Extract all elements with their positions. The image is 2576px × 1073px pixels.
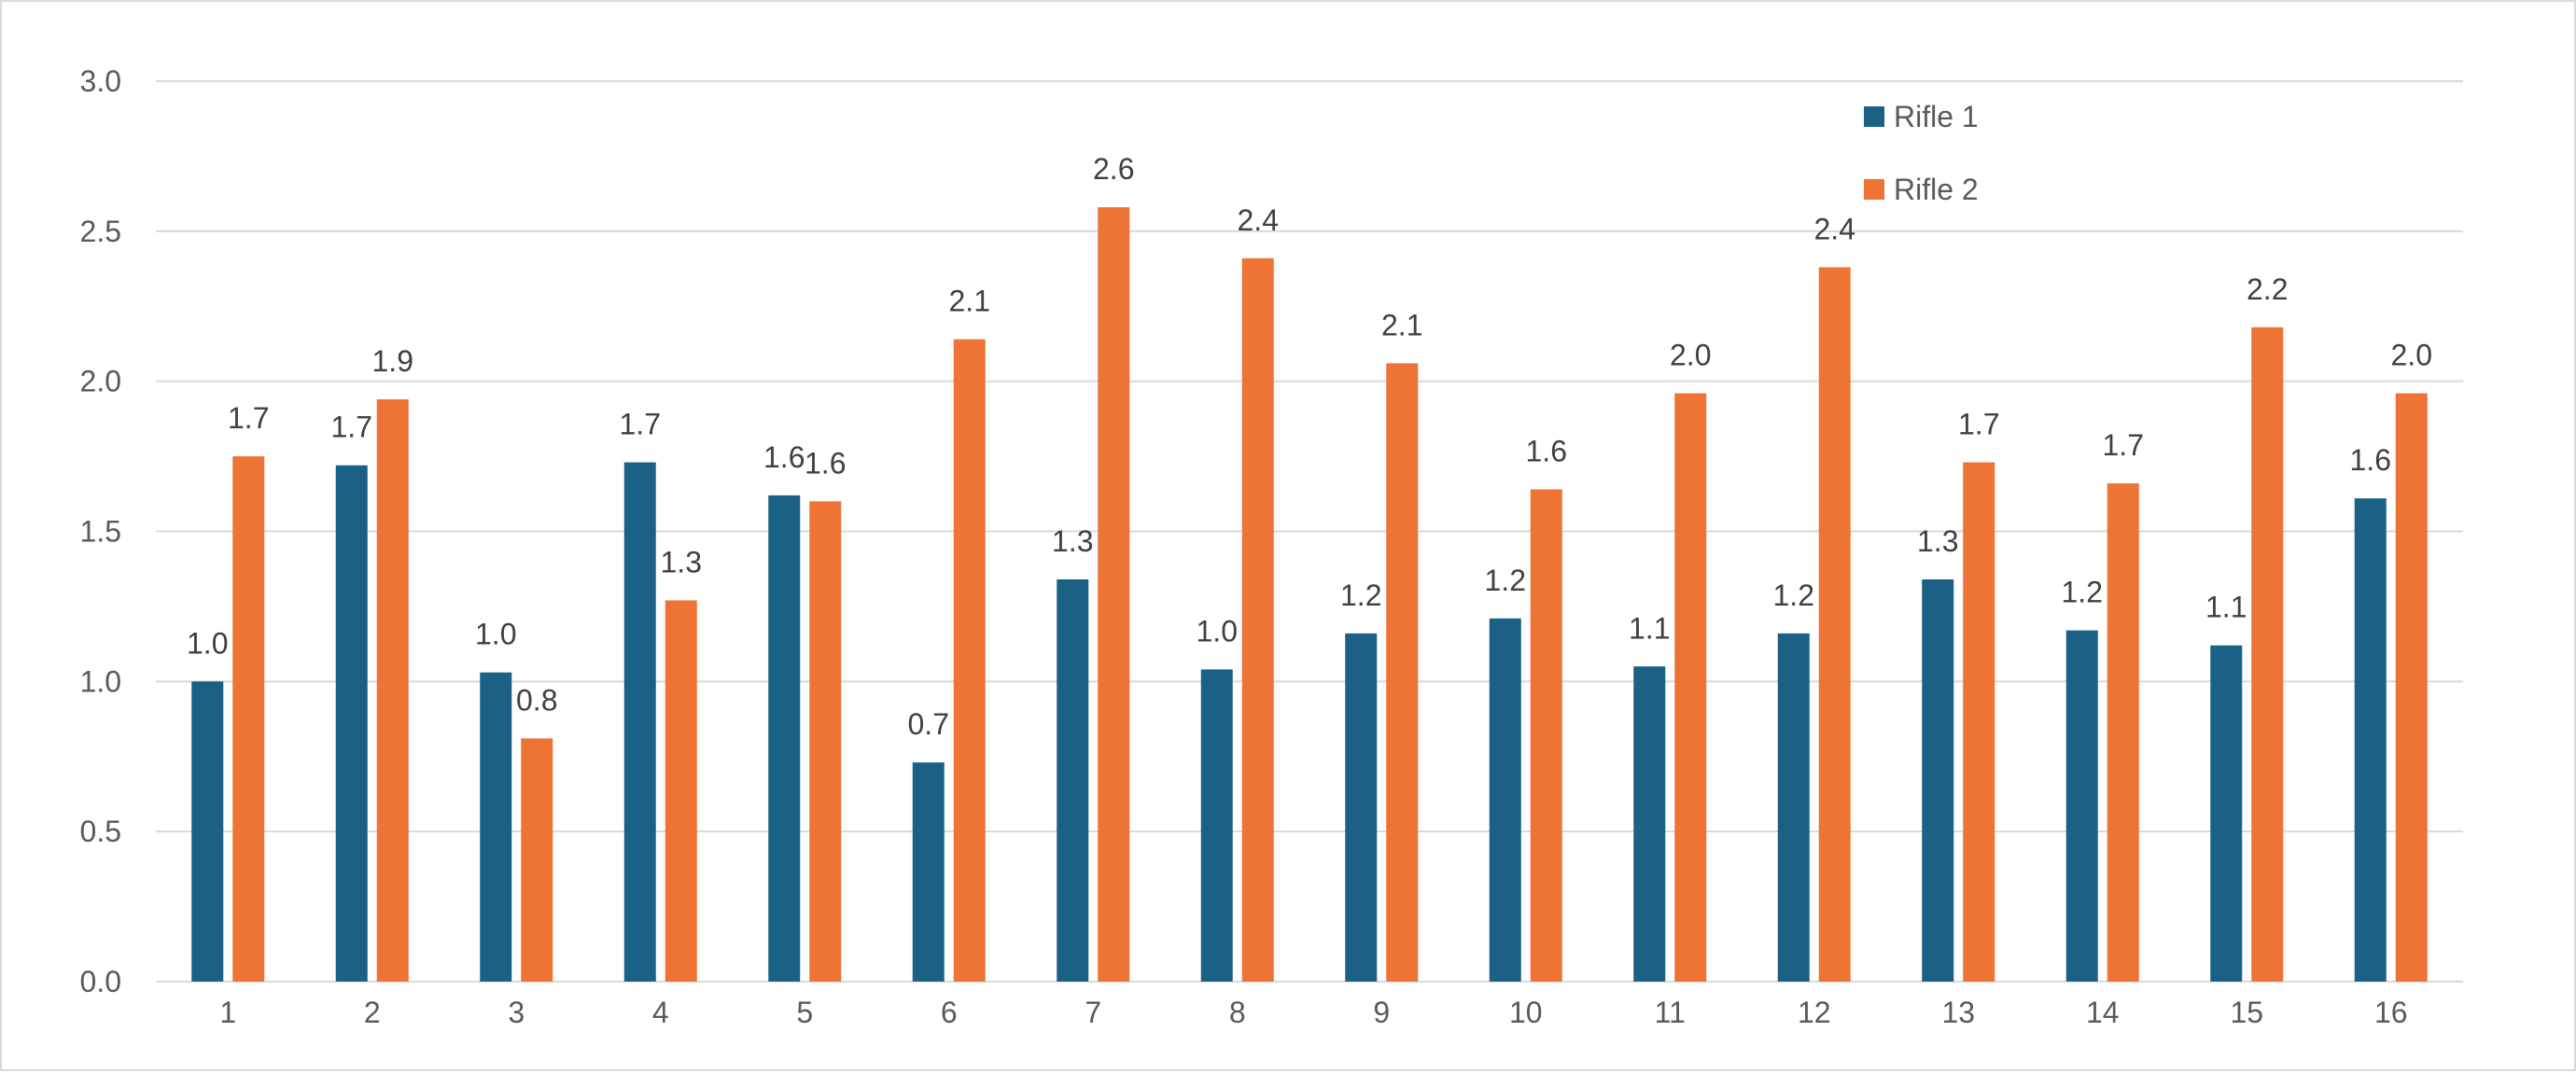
y-tick-label: 1.0 bbox=[80, 664, 121, 698]
bar-rifle-2 bbox=[1386, 363, 1419, 982]
data-label: 1.6 bbox=[763, 440, 805, 474]
data-label: 2.2 bbox=[2247, 272, 2288, 306]
bar-rifle-2 bbox=[1963, 462, 1995, 982]
x-tick-label: 10 bbox=[1509, 996, 1543, 1029]
data-label: 0.7 bbox=[908, 707, 949, 741]
x-tick-label: 5 bbox=[796, 996, 813, 1029]
bar-rifle-2 bbox=[521, 738, 553, 982]
bar-rifle-2 bbox=[809, 501, 842, 982]
bar-rifle-2 bbox=[1530, 489, 1562, 982]
bar-rifle-2 bbox=[1098, 207, 1130, 982]
x-tick-label: 1 bbox=[219, 996, 236, 1029]
data-label: 1.6 bbox=[1526, 434, 1567, 467]
data-label: 1.2 bbox=[2062, 576, 2103, 609]
legend-label: Rifle 2 bbox=[1894, 173, 1979, 206]
bar-rifle-2 bbox=[2107, 483, 2139, 982]
data-label: 1.7 bbox=[1958, 408, 1999, 441]
bar-rifle-1 bbox=[2065, 630, 2098, 982]
data-label: 1.7 bbox=[620, 408, 661, 441]
data-label: 1.3 bbox=[1917, 524, 1958, 558]
data-label: 1.0 bbox=[1197, 614, 1238, 648]
x-tick-label: 11 bbox=[1655, 996, 1686, 1029]
bar-rifle-2 bbox=[232, 456, 265, 982]
bar-rifle-1 bbox=[1633, 666, 1666, 982]
data-label: 2.0 bbox=[2391, 339, 2432, 372]
y-tick-label: 2.0 bbox=[80, 365, 121, 398]
bar-rifle-2 bbox=[376, 398, 409, 982]
bar-rifle-1 bbox=[768, 495, 801, 982]
data-label: 1.3 bbox=[661, 545, 702, 578]
data-label: 1.0 bbox=[475, 618, 516, 651]
data-label: 2.1 bbox=[1381, 308, 1422, 341]
x-tick-label: 3 bbox=[508, 996, 525, 1029]
bar-rifle-1 bbox=[623, 462, 656, 982]
legend-label: Rifle 1 bbox=[1894, 100, 1979, 133]
x-tick-label: 15 bbox=[2230, 996, 2263, 1029]
data-label: 1.1 bbox=[1629, 611, 1670, 645]
bar-rifle-1 bbox=[191, 681, 224, 982]
bar-rifle-2 bbox=[2251, 327, 2284, 982]
bar-rifle-1 bbox=[1922, 578, 1954, 982]
data-label: 1.9 bbox=[372, 344, 413, 378]
y-tick-label: 3.0 bbox=[80, 64, 121, 98]
data-label: 1.7 bbox=[228, 401, 269, 435]
data-label: 1.2 bbox=[1773, 578, 1814, 612]
bar-rifle-1 bbox=[480, 672, 512, 982]
data-label: 1.7 bbox=[2103, 428, 2144, 462]
y-tick-label: 2.5 bbox=[80, 215, 121, 248]
bar-rifle-2 bbox=[665, 600, 697, 982]
x-tick-label: 9 bbox=[1373, 996, 1390, 1029]
data-label: 1.2 bbox=[1340, 578, 1381, 612]
bar-rifle-2 bbox=[953, 339, 986, 982]
data-label: 1.3 bbox=[1052, 524, 1093, 558]
legend: Rifle 1 Rifle 2 bbox=[1864, 100, 1979, 206]
data-label: 0.8 bbox=[516, 683, 557, 717]
data-label: 1.0 bbox=[187, 626, 228, 660]
data-label: 2.0 bbox=[1670, 339, 1711, 372]
x-tick-label: 2 bbox=[364, 996, 381, 1029]
x-tick-label: 8 bbox=[1229, 996, 1246, 1029]
bar-rifle-1 bbox=[335, 465, 368, 982]
bar-rifle-1 bbox=[1345, 633, 1378, 982]
bar-rifle-2 bbox=[2395, 393, 2428, 982]
data-label: 2.4 bbox=[1814, 212, 1855, 245]
data-label: 2.4 bbox=[1238, 203, 1279, 237]
y-tick-label: 0.5 bbox=[80, 815, 121, 848]
data-label: 1.6 bbox=[2350, 443, 2391, 477]
x-tick-label: 13 bbox=[1941, 996, 1975, 1029]
x-tick-label: 6 bbox=[941, 996, 958, 1029]
bar-rifle-1 bbox=[1057, 578, 1089, 982]
data-label: 1.2 bbox=[1485, 564, 1526, 597]
bar-rifle-1 bbox=[2210, 645, 2243, 982]
x-tick-label: 16 bbox=[2374, 996, 2408, 1029]
x-tick-label: 4 bbox=[652, 996, 669, 1029]
data-label: 1.6 bbox=[805, 446, 846, 480]
data-label: 1.1 bbox=[2205, 591, 2247, 624]
legend-swatch bbox=[1864, 106, 1884, 127]
y-tick-label: 0.0 bbox=[80, 965, 121, 998]
bar-rifle-1 bbox=[1777, 633, 1810, 982]
y-axis-tick-labels: 0.0 0.5 1.0 1.5 2.0 2.5 3.0 bbox=[80, 64, 121, 998]
data-label: 2.1 bbox=[949, 285, 990, 318]
data-labels: 1.01.7 1.71.91.00.81.71.31.6 1.60.72.11.32… bbox=[187, 152, 2432, 741]
data-label: 2.6 bbox=[1093, 152, 1134, 186]
x-axis-tick-labels: 1 2 3 4 5 6 7 8 9 10 11 12 13 14 15 16 bbox=[219, 996, 2407, 1029]
y-tick-label: 1.5 bbox=[80, 515, 121, 549]
bar-rifle-2 bbox=[1241, 258, 1274, 982]
legend-swatch bbox=[1864, 179, 1884, 200]
x-tick-label: 14 bbox=[2086, 996, 2120, 1029]
bar-rifle-1 bbox=[2354, 498, 2387, 982]
bars bbox=[191, 207, 2428, 982]
x-tick-label: 12 bbox=[1798, 996, 1831, 1029]
bar-rifle-1 bbox=[1489, 618, 1521, 982]
bar-rifle-2 bbox=[1818, 267, 1851, 982]
data-label: 1.7 bbox=[331, 411, 372, 444]
bar-rifle-1 bbox=[1200, 669, 1233, 982]
bar-rifle-2 bbox=[1674, 393, 1707, 982]
x-tick-label: 7 bbox=[1085, 996, 1101, 1029]
bar-rifle-1 bbox=[912, 762, 945, 982]
